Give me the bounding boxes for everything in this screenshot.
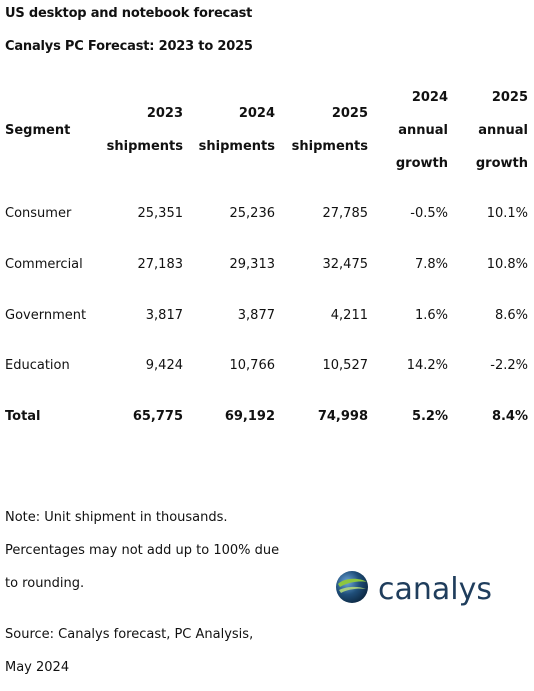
row-label: Commercial (5, 257, 83, 272)
table-cell: 1.6% (414, 308, 448, 323)
header-2025-shipments: 2025 shipments (291, 106, 368, 154)
note-source: Source: Canalys forecast, PC Analysis, (5, 627, 254, 642)
header-2023-shipments: 2023 shipments (106, 106, 183, 154)
header-segment: Segment (5, 123, 71, 138)
table-cell: 32,475 (322, 257, 369, 272)
table-cell: 4,211 (330, 308, 368, 323)
table-cell: 27,785 (322, 206, 369, 221)
table-cell: -0.5% (410, 206, 448, 221)
note-date: May 2024 (5, 660, 70, 675)
canalys-logo: canalys (334, 569, 492, 609)
table-cell: 3,877 (237, 308, 275, 323)
table-cell: 25,236 (229, 206, 276, 221)
total-cell: 5.2% (411, 409, 448, 424)
table-cell: 29,313 (229, 257, 276, 272)
table-cell: 8.6% (494, 308, 528, 323)
page-subtitle: Canalys PC Forecast: 2023 to 2025 (5, 39, 253, 54)
table-cell: 27,183 (137, 257, 184, 272)
total-cell: 8.4% (491, 409, 528, 424)
total-cell: 69,192 (224, 409, 275, 424)
header-2025-growth: 2025 annual growth (475, 90, 528, 171)
total-cell: 74,998 (317, 409, 368, 424)
header-2024-shipments: 2024 shipments (198, 106, 275, 154)
row-label: Education (5, 358, 70, 373)
logo-text: canalys (378, 571, 492, 607)
table-cell: 3,817 (145, 308, 183, 323)
page-title: US desktop and notebook forecast (5, 6, 253, 21)
note-rounding-cont: to rounding. (5, 576, 85, 591)
table-cell: 10.8% (486, 257, 528, 272)
globe-icon (334, 569, 370, 609)
table-cell: 14.2% (406, 358, 448, 373)
table-cell: 9,424 (145, 358, 183, 373)
total-cell: 65,775 (132, 409, 183, 424)
row-label: Government (5, 308, 87, 323)
row-label: Consumer (5, 206, 72, 221)
header-2024-growth: 2024 annual growth (395, 90, 448, 171)
table-cell: 10,527 (322, 358, 369, 373)
table-cell: 25,351 (137, 206, 184, 221)
table-cell: 10,766 (229, 358, 276, 373)
total-label: Total (5, 409, 41, 424)
note-rounding: Percentages may not add up to 100% due (5, 543, 280, 558)
note-units: Note: Unit shipment in thousands. (5, 510, 228, 525)
table-cell: 10.1% (486, 206, 528, 221)
table-cell: 7.8% (414, 257, 448, 272)
table-cell: -2.2% (490, 358, 528, 373)
